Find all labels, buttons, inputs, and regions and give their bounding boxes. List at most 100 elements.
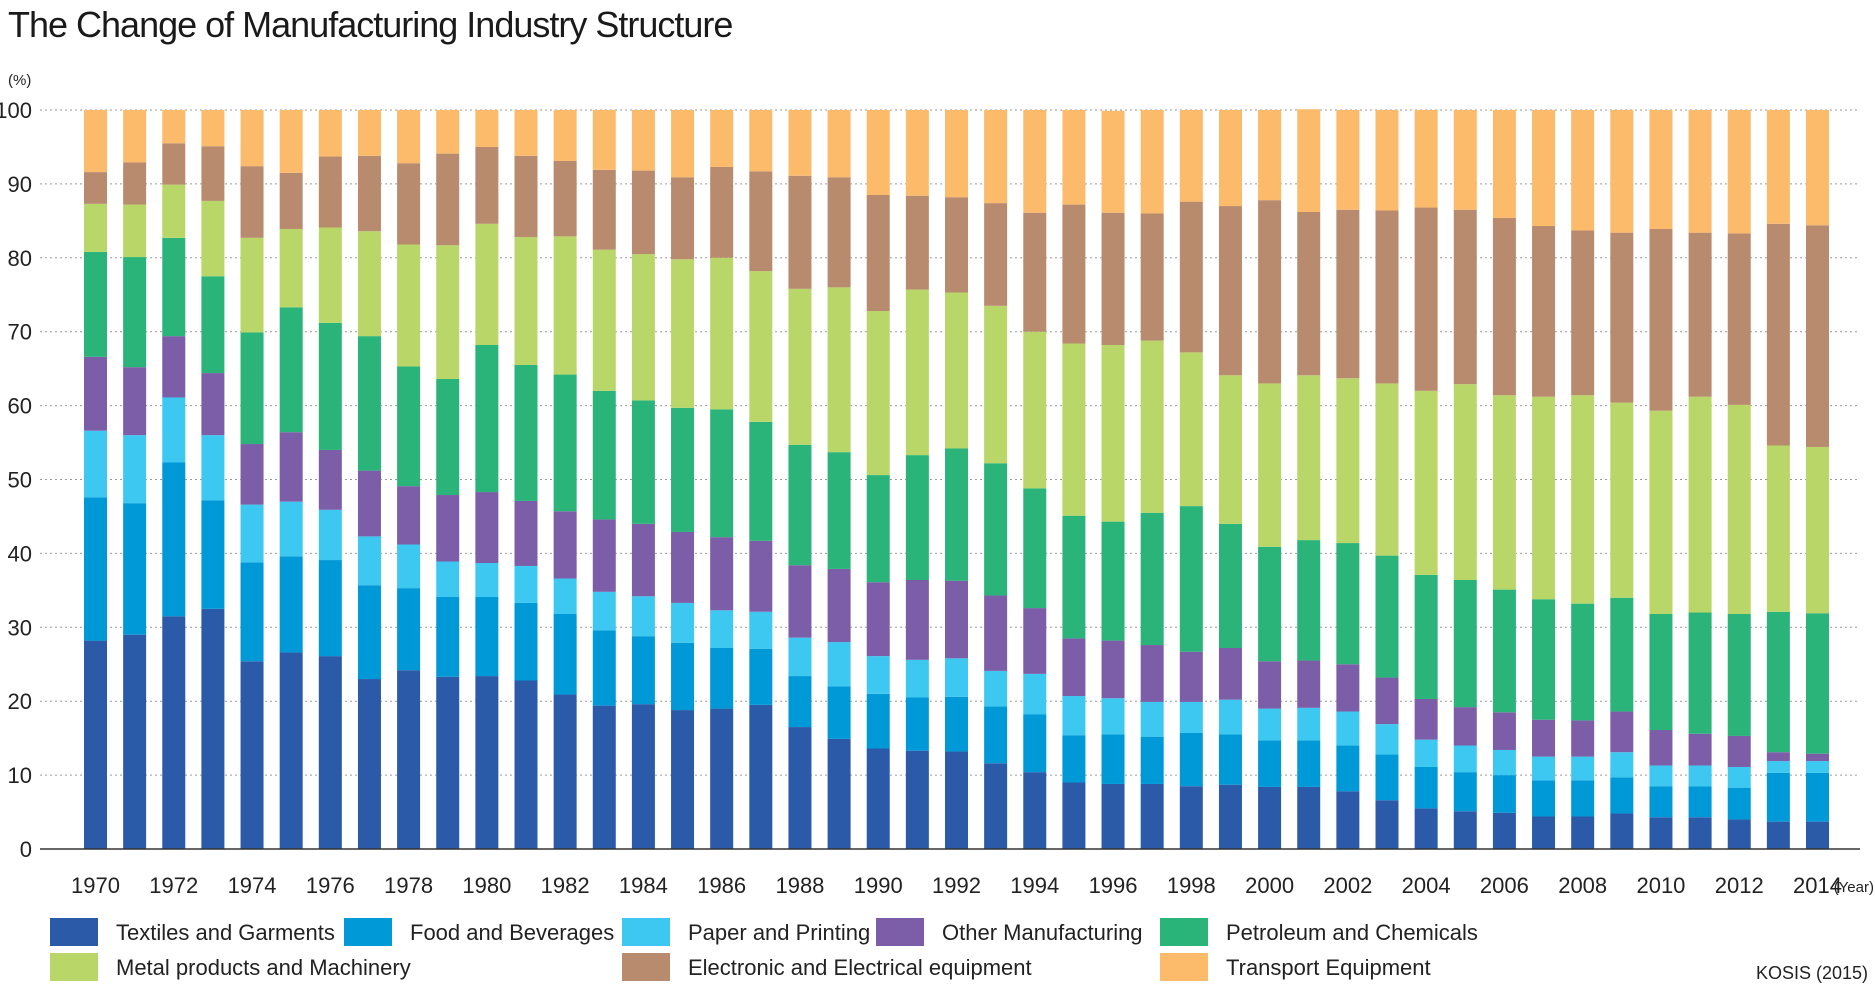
bar-segment [788, 565, 812, 638]
bar-segment [827, 568, 851, 643]
bar-segment [1101, 640, 1125, 699]
bar-segment [631, 254, 655, 401]
bar-segment [1101, 783, 1125, 849]
y-tick-label: 30 [8, 615, 32, 640]
bar-segment [1766, 445, 1790, 612]
bar-segment [553, 694, 577, 849]
bars [84, 109, 1829, 849]
bar-segment [1571, 816, 1595, 849]
x-tick-label: 1978 [384, 873, 433, 898]
y-tick-label: 70 [8, 320, 32, 345]
bar-segment [1727, 819, 1751, 849]
bar-segment [749, 540, 773, 612]
bar-segment [1806, 821, 1829, 849]
bar-segment [866, 656, 890, 694]
bar-segment [984, 670, 1008, 707]
bar-segment [1727, 613, 1751, 736]
bar-segment [1532, 816, 1556, 849]
bar-segment [201, 608, 225, 849]
bar-segment [788, 175, 812, 289]
bar-segment [1453, 209, 1477, 385]
bar-segment [631, 400, 655, 524]
x-tick-label: 2014 [1793, 873, 1842, 898]
bar-segment [1571, 780, 1595, 817]
bar-segment [1218, 523, 1242, 648]
bar-segment [1336, 711, 1360, 746]
bar-segment [436, 110, 460, 154]
bar-segment [1140, 783, 1164, 849]
axes: 0 10 20 30 40 50 60 70 80 90 100 (%) 1970 1972 1974 197… [0, 72, 1874, 898]
bar-segment [436, 676, 460, 849]
bar-segment [1492, 110, 1516, 218]
bar-segment [710, 110, 734, 167]
bar-segment [436, 597, 460, 677]
bar-segment [240, 110, 264, 167]
bar-segment [866, 194, 890, 312]
x-tick-label: 1972 [149, 873, 198, 898]
bar-segment [1532, 599, 1556, 720]
bar-segment [123, 257, 147, 368]
bar-segment [357, 585, 381, 680]
bar-segment [1806, 446, 1829, 614]
bar-segment [1649, 765, 1673, 787]
bar-segment [1336, 543, 1360, 665]
bar-segment [1297, 375, 1321, 541]
y-tick-label: 60 [8, 394, 32, 419]
bar-segment [827, 452, 851, 569]
x-tick-label: 1994 [1010, 873, 1059, 898]
bar-segment [1806, 761, 1829, 773]
bar-segment [514, 565, 538, 603]
bar-segment [1688, 612, 1712, 734]
bar-segment [553, 613, 577, 695]
bar-segment [945, 751, 968, 849]
bar-segment [1766, 110, 1790, 224]
bar-segment [1336, 110, 1360, 210]
bar-segment [123, 204, 147, 258]
bar-segment [788, 444, 812, 566]
y-tick-label: 80 [8, 246, 32, 271]
bar-segment [279, 172, 303, 229]
y-tick-label: 0 [20, 837, 32, 862]
bar-segment [1571, 110, 1595, 231]
bar-segment [1453, 772, 1477, 812]
bar-segment [1414, 390, 1438, 575]
bar-segment [905, 195, 929, 290]
bar-segment [1336, 791, 1360, 849]
bar-segment [123, 110, 147, 163]
bar-segment [1414, 110, 1438, 208]
bar-segment [592, 110, 616, 170]
bar-segment [1023, 488, 1047, 609]
x-tick-label: 2012 [1715, 873, 1764, 898]
bar-segment [240, 504, 264, 563]
source-label: KOSIS (2015) [1756, 963, 1868, 983]
bar-segment [866, 748, 890, 849]
bar-segment [1179, 352, 1203, 507]
bar-segment [201, 200, 225, 277]
bar-segment [1179, 651, 1203, 702]
bar-segment [1258, 546, 1282, 662]
bar-segment [592, 519, 616, 592]
bar-segment [162, 237, 186, 337]
bar-segment [1571, 395, 1595, 604]
bar-segment [1375, 110, 1399, 211]
bar-segment [1649, 110, 1673, 229]
bar-segment [1258, 708, 1282, 741]
bar-segment [945, 696, 968, 752]
bar-segment [1610, 813, 1634, 849]
bar-segment [1649, 613, 1673, 731]
bar-segment [397, 366, 421, 487]
legend-label: Electronic and Electrical equipment [688, 955, 1032, 980]
bar-segment [945, 658, 968, 697]
bar-segment [1766, 223, 1790, 446]
bar-segment [592, 630, 616, 706]
bar-segment [671, 259, 695, 408]
bar-segment [1532, 110, 1556, 227]
x-tick-label: 2008 [1558, 873, 1607, 898]
bar-segment [1336, 378, 1360, 544]
bar-segment [357, 536, 381, 586]
bar-segment [553, 578, 577, 614]
bar-segment [984, 595, 1008, 671]
bar-segment [710, 647, 734, 709]
bar-segment [1101, 698, 1125, 735]
bar-segment [631, 704, 655, 849]
